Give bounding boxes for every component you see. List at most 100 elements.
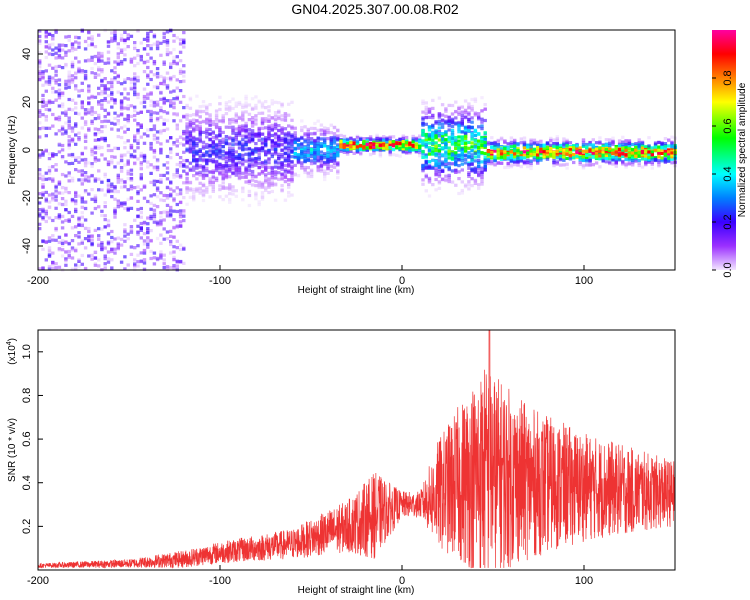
spectrogram-cell <box>313 147 317 151</box>
spectrogram-cell <box>424 101 428 105</box>
spectrogram-cell <box>113 251 117 255</box>
spectrogram-cell <box>155 75 160 79</box>
spectrogram-cell <box>480 124 484 128</box>
spectrogram-cell <box>503 154 507 158</box>
spectrogram-cell <box>116 128 120 132</box>
spectrogram-cell <box>90 119 94 123</box>
spectrogram-cell <box>660 148 664 152</box>
spectrogram-cell <box>70 199 75 204</box>
spectrogram-cell <box>362 137 366 141</box>
spectrogram-cell <box>283 118 288 122</box>
spectrogram-cell <box>250 178 255 182</box>
spectrogram-cell <box>41 183 45 187</box>
spectrogram-cell <box>195 141 199 145</box>
spectrogram-cell <box>44 69 48 73</box>
spectrogram-cell <box>614 153 618 157</box>
spectrogram-cell <box>211 180 215 184</box>
spectrogram-cell <box>257 135 261 139</box>
spectrogram-cell <box>293 163 297 167</box>
spectrogram-cell <box>178 100 183 104</box>
spectrogram-cell <box>139 259 143 263</box>
spectrogram-cell <box>47 193 52 197</box>
spectrogram-cell <box>162 118 166 122</box>
spectrogram-cell <box>244 121 248 125</box>
spectrogram-cell <box>608 153 612 157</box>
spectrogram-cell <box>60 186 65 190</box>
spectrogram-cell <box>64 240 68 245</box>
spectrogram-cell <box>280 162 284 166</box>
spectrogram-cell <box>273 183 278 187</box>
spectrogram-cell <box>650 166 654 170</box>
spectrogram-cell <box>139 188 143 192</box>
spectrogram-cell <box>178 223 183 228</box>
spectrogram-cell <box>228 105 232 109</box>
spectrogram-cell <box>97 188 101 192</box>
spectrogram-cell <box>195 171 199 175</box>
spectrogram-cell <box>87 192 91 196</box>
spectrogram-cell <box>529 147 533 151</box>
spectrogram-cell <box>70 78 75 82</box>
spectrogram-cell <box>237 100 242 105</box>
spectrogram-cell <box>503 165 507 170</box>
spectrogram-cell <box>375 145 379 149</box>
spectrogram-cell <box>87 58 91 62</box>
spectrogram-cell <box>467 146 471 150</box>
spectrogram-cell <box>74 234 78 238</box>
spectrogram-cell <box>159 90 163 94</box>
spectrogram-cell <box>572 146 576 150</box>
spectrogram-cell <box>244 140 248 144</box>
spectrogram-cell <box>54 206 58 210</box>
spectrogram-cell <box>234 127 238 131</box>
spectrogram-cell <box>201 184 206 188</box>
spectrogram-cell <box>231 171 235 175</box>
spectrogram-cell <box>149 239 153 243</box>
spectrogram-cell <box>129 155 134 159</box>
spectrogram-cell <box>506 151 510 155</box>
spectrogram-cell <box>493 141 497 145</box>
spectrogram-cell <box>470 125 474 129</box>
spectrogram-cell <box>90 238 94 242</box>
spectrogram-cell <box>106 232 111 236</box>
spectrogram-cell <box>506 147 510 151</box>
spectrogram-cell <box>290 133 294 137</box>
spectrogram-cell <box>195 110 199 114</box>
spectrogram-cell <box>133 258 137 262</box>
spectrogram-cell <box>231 131 235 135</box>
spectrogram-cell <box>273 122 278 126</box>
spectrogram-cell <box>54 198 58 202</box>
spectrogram-cell <box>51 154 55 158</box>
spectrogram-cell <box>119 166 124 170</box>
spectrogram-cell <box>542 150 546 154</box>
spectrogram-cell <box>38 176 42 180</box>
spectrogram-cell <box>64 109 68 113</box>
spectrogram-cell <box>247 133 252 137</box>
spectrogram-cell <box>64 64 68 68</box>
spectrogram-cell <box>195 189 199 193</box>
spectrogram-cell <box>657 164 661 168</box>
spectrogram-cell <box>182 169 186 173</box>
spectrogram-cell <box>142 196 147 200</box>
spectrogram-cell <box>477 161 481 165</box>
spectrogram-cell <box>614 164 618 168</box>
spectrogram-cell <box>126 116 130 120</box>
spectrogram-cell <box>277 111 281 115</box>
spectrogram-cell <box>74 106 78 110</box>
spectrogram-cell <box>365 146 369 150</box>
spectrogram-cell <box>457 143 461 147</box>
spectrogram-cell <box>558 163 563 167</box>
spectrogram-cell <box>283 180 288 184</box>
spectrogram-cell <box>51 260 55 265</box>
spectrogram-cell <box>437 130 442 134</box>
spectrogram-cell <box>54 132 58 136</box>
spectrogram-cell <box>368 142 373 146</box>
spectrogram-cell <box>159 74 163 79</box>
spectrogram-cell <box>47 265 52 269</box>
spectrogram-cell <box>152 42 157 46</box>
spectrogram-cell <box>77 41 81 45</box>
spectrogram-cell <box>110 266 114 270</box>
spectrogram-cell <box>113 29 117 33</box>
spectrogram-cell <box>503 147 507 151</box>
spectrogram-cell <box>323 177 327 182</box>
spectrogram-cell <box>87 175 91 179</box>
spectrogram-cell <box>93 75 98 79</box>
